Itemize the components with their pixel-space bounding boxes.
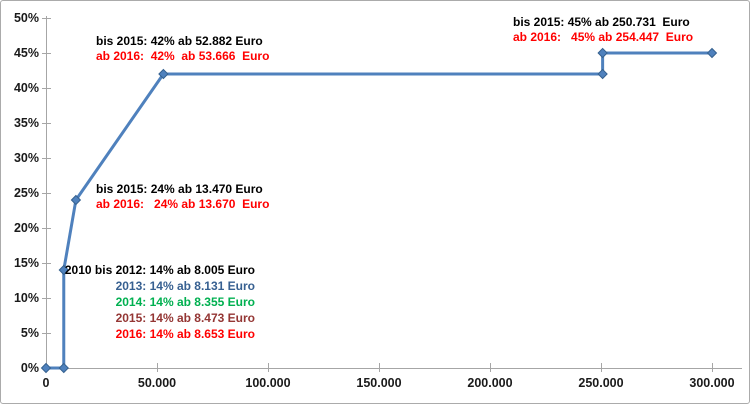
y-tick-label: 15%	[13, 256, 39, 270]
data-point-marker	[70, 194, 82, 206]
x-tick-label: 200.000	[467, 376, 513, 390]
data-point-marker	[158, 68, 169, 80]
y-tick-label: 40%	[13, 81, 39, 95]
annotation-line: 2014: 14% ab 8.355 Euro	[115, 295, 255, 309]
data-point-marker	[706, 47, 718, 59]
annotation-line: ab 2016: 42% ab 53.666 Euro	[96, 49, 270, 63]
y-tick-label: 30%	[13, 151, 39, 165]
annotation-line: bis 2015: 24% ab 13.470 Euro	[96, 182, 263, 196]
data-point-marker	[40, 362, 52, 374]
annotation-line: ab 2016: 45% ab 254.447 Euro	[513, 30, 694, 44]
x-tick-label: 250.000	[578, 376, 624, 390]
x-tick-label: 0	[42, 376, 50, 390]
y-tick-label: 20%	[13, 221, 39, 235]
annotation-a45: bis 2015: 45% ab 250.731 Euro ab 2016: 45…	[513, 15, 693, 45]
annotation-line: bis 2015: 45% ab 250.731 Euro	[513, 15, 690, 29]
x-tick-label: 150.000	[356, 376, 402, 390]
annotation-line: 2013: 14% ab 8.131 Euro	[115, 279, 255, 293]
data-point-marker	[597, 47, 608, 59]
annotation-a42: bis 2015: 42% ab 52.882 Euro ab 2016: 42%…	[96, 34, 269, 64]
y-tick-label: 50%	[13, 11, 39, 25]
y-tick-label: 5%	[20, 326, 39, 340]
y-tick-label: 35%	[13, 116, 39, 130]
y-tick-label: 10%	[13, 291, 39, 305]
x-tick-label: 100.000	[245, 376, 291, 390]
data-point-marker	[58, 362, 69, 374]
data-point-marker	[58, 264, 69, 276]
x-tick-label: 50.000	[137, 376, 177, 390]
annotation-line: ab 2016: 24% ab 13.670 Euro	[96, 197, 270, 211]
annotation-line: 2016: 14% ab 8.653 Euro	[115, 327, 255, 341]
x-tick-label: 300.000	[689, 376, 735, 390]
annotation-line: 2010 bis 2012: 14% ab 8.005 Euro	[64, 263, 255, 277]
annotation-a14: 2010 bis 2012: 14% ab 8.005 Euro 2013: 14…	[61, 262, 255, 342]
annotation-a24: bis 2015: 24% ab 13.470 Euro ab 2016: 24%…	[96, 182, 269, 212]
y-tick-label: 25%	[13, 186, 39, 200]
y-tick-label: 0%	[20, 361, 39, 375]
data-point-marker	[597, 68, 608, 80]
y-tick-label: 45%	[13, 46, 39, 60]
annotation-line: 2015: 14% ab 8.473 Euro	[115, 311, 255, 325]
annotation-line: bis 2015: 42% ab 52.882 Euro	[96, 34, 263, 48]
